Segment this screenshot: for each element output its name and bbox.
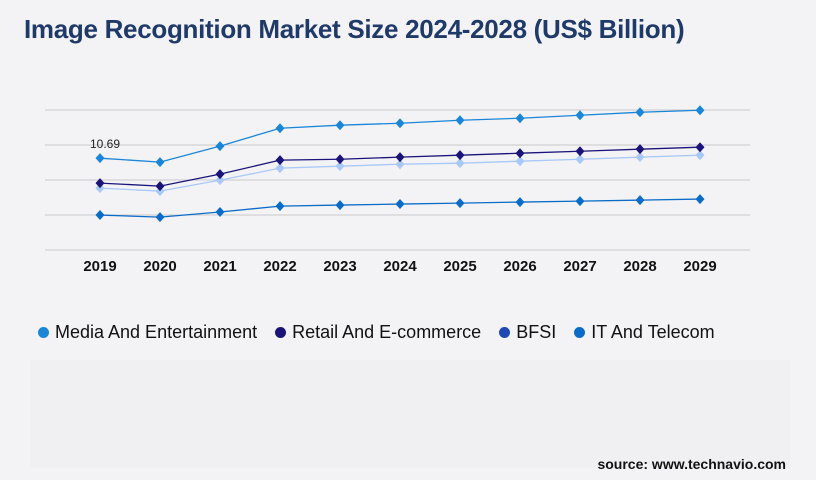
data-point: [275, 123, 285, 134]
legend-marker-icon: [499, 327, 511, 338]
x-tick-label: 2024: [383, 258, 417, 275]
legend: Media And Entertainment Retail And E-comm…: [38, 322, 715, 343]
x-tick-label: 2020: [143, 258, 176, 275]
data-point: [95, 153, 105, 164]
data-point: [395, 152, 405, 163]
legend-label: Media And Entertainment: [55, 322, 258, 342]
data-point: [515, 113, 525, 124]
data-point: [95, 210, 105, 221]
x-tick-label: 2019: [83, 258, 116, 275]
data-point: [575, 146, 585, 157]
legend-item: IT And Telecom: [574, 322, 715, 343]
data-point: [455, 150, 465, 161]
legend-marker-icon: [574, 327, 586, 338]
data-point: [395, 199, 405, 210]
x-tick-label: 2026: [503, 258, 536, 275]
data-label: 10.69: [90, 137, 120, 151]
data-point: [95, 183, 105, 194]
data-point: [635, 107, 645, 118]
legend-marker-icon: [38, 327, 49, 338]
x-tick-label: 2029: [683, 258, 716, 275]
data-point: [575, 196, 585, 207]
legend-item: Media And Entertainment: [38, 322, 257, 343]
data-point: [155, 181, 165, 192]
data-point: [635, 152, 645, 163]
data-point: [95, 178, 105, 189]
data-point: [635, 144, 645, 155]
data-point: [695, 150, 705, 161]
data-point: [695, 105, 705, 116]
legend-label: BFSI: [516, 322, 557, 342]
legend-item: BFSI: [499, 322, 556, 343]
data-point: [155, 157, 165, 168]
data-point: [515, 156, 525, 167]
x-tick-label: 2023: [323, 258, 356, 275]
legend-label: IT And Telecom: [591, 322, 715, 342]
legend-item: Retail And E-commerce: [275, 322, 481, 343]
source-text: source: www.technavio.com: [597, 456, 786, 472]
data-point: [335, 161, 345, 172]
data-point: [695, 142, 705, 153]
chart-title: Image Recognition Market Size 2024-2028 …: [24, 14, 685, 44]
data-point: [335, 120, 345, 131]
x-tick-label: 2028: [623, 258, 656, 275]
x-tick-label: 2021: [203, 258, 236, 275]
data-point: [455, 198, 465, 209]
data-point: [215, 169, 225, 180]
data-point: [455, 115, 465, 126]
data-point: [635, 195, 645, 206]
data-point: [215, 141, 225, 152]
data-point: [575, 110, 585, 121]
x-tick-label: 2027: [563, 258, 596, 275]
data-point: [275, 163, 285, 174]
line-chart: 2019 2020 2021 2022 2023 2024 2025 2026 2027 2028…: [45, 105, 750, 275]
data-point: [515, 197, 525, 208]
data-point: [575, 154, 585, 165]
data-point: [275, 201, 285, 212]
data-point: [335, 200, 345, 211]
data-point: [455, 158, 465, 169]
data-point: [215, 207, 225, 218]
legend-label: Retail And E-commerce: [292, 322, 482, 342]
data-point: [155, 212, 165, 223]
legend-marker-icon: [275, 327, 287, 338]
data-point: [215, 175, 225, 186]
data-point: [395, 159, 405, 170]
legend-panel-background: [30, 360, 790, 468]
data-point: [335, 154, 345, 165]
data-point: [275, 155, 285, 166]
data-point: [695, 194, 705, 205]
x-tick-label: 2022: [263, 258, 296, 275]
data-point: [395, 118, 405, 129]
x-tick-label: 2025: [443, 258, 476, 275]
data-point: [515, 148, 525, 159]
